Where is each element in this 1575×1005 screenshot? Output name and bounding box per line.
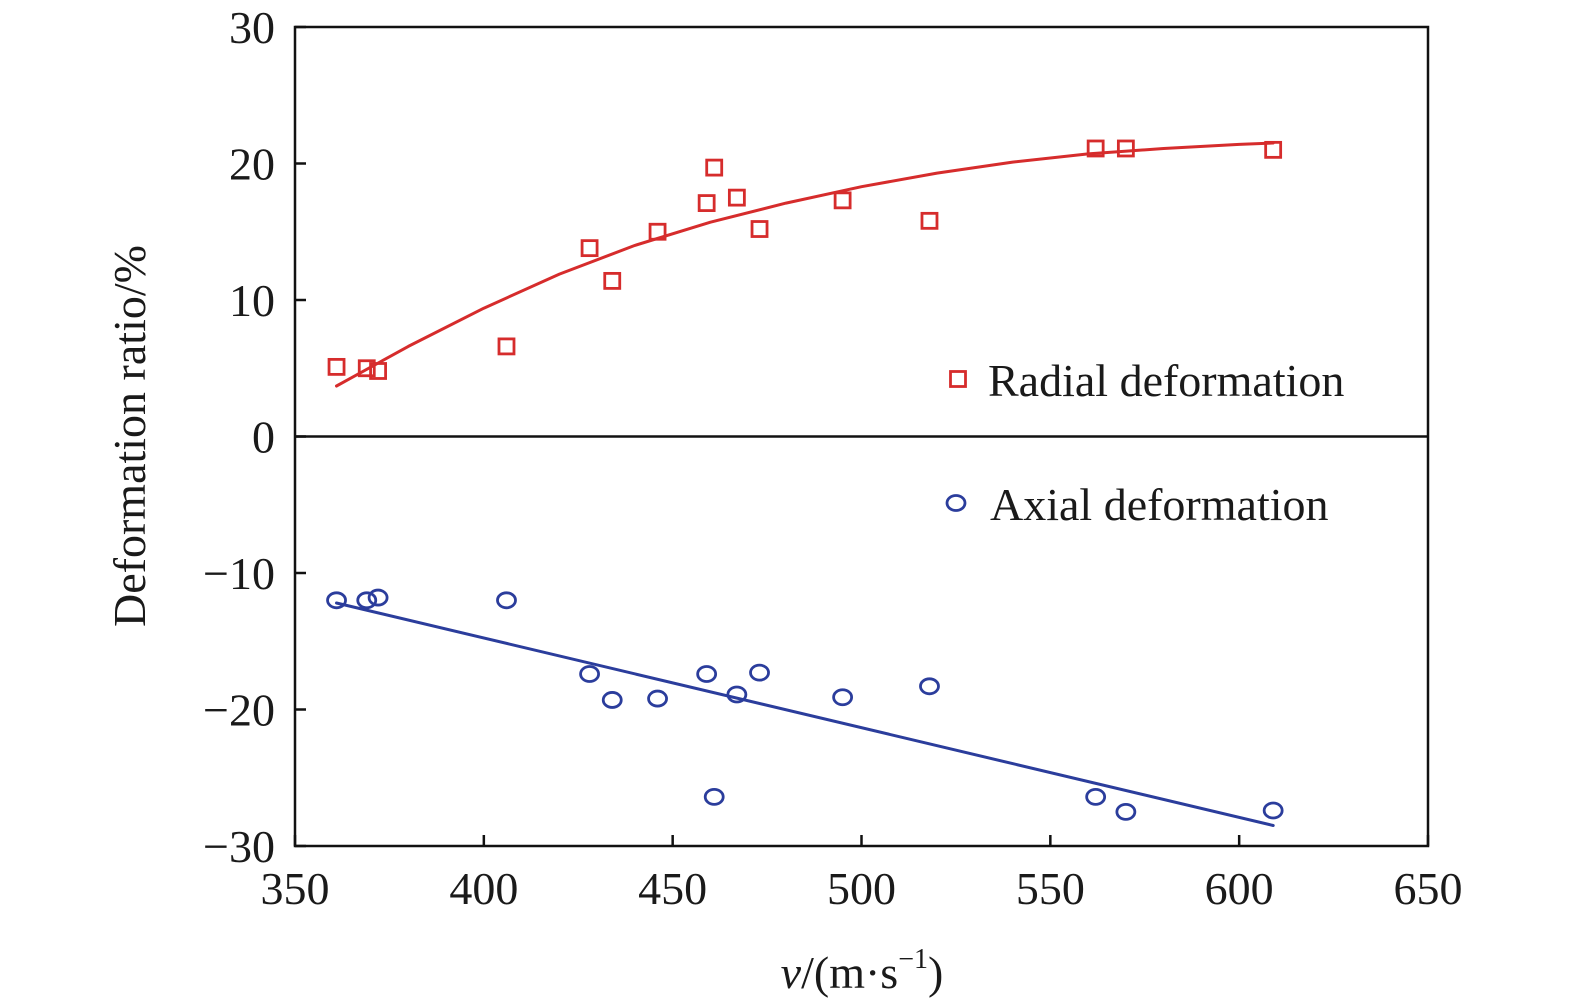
axial-point <box>726 685 748 704</box>
x-axis-title-unit: /(m·s <box>801 947 898 998</box>
x-tick-label: 550 <box>1016 863 1085 914</box>
x-tick-label: 500 <box>827 863 896 914</box>
radial-point <box>833 191 852 210</box>
axial-point <box>601 691 623 709</box>
axial-fit-line <box>335 601 1275 827</box>
y-axis-title: Deformation ratio/% <box>104 245 155 627</box>
legend: Radial deformation Axial deformation <box>945 355 1344 530</box>
axial-point <box>647 689 668 708</box>
axial-point <box>367 588 389 607</box>
x-tick-label: 600 <box>1205 863 1274 914</box>
radial-point <box>327 357 346 376</box>
plot-frame <box>293 25 1430 848</box>
legend-axial-marker <box>945 494 967 512</box>
axial-point <box>1115 802 1137 821</box>
axial-point <box>326 591 347 610</box>
radial-point <box>727 188 746 207</box>
x-axis-title-close: ) <box>928 947 943 998</box>
axial-point <box>1262 801 1284 820</box>
axial-point <box>579 665 600 683</box>
y-tick-label: 10 <box>229 275 275 326</box>
axial-point <box>832 688 854 707</box>
radial-fit-line <box>335 141 1275 388</box>
axial-point <box>749 663 770 682</box>
radial-point <box>1264 140 1283 159</box>
radial-point <box>705 158 724 177</box>
x-tick-label: 400 <box>449 863 518 914</box>
x-axis-ticks: 350 400 450 500 550 600 650 <box>261 835 1463 914</box>
radial-point <box>750 220 769 238</box>
radial-point <box>580 239 599 258</box>
legend-radial-marker <box>949 370 967 388</box>
axial-point <box>703 787 725 806</box>
y-tick-label: 20 <box>229 139 275 190</box>
axial-point <box>696 665 718 683</box>
x-axis-title-var: v <box>781 947 802 998</box>
y-tick-label: −20 <box>203 685 275 736</box>
y-axis-ticks: 30 20 10 0 −10 −20 −30 <box>203 2 306 872</box>
radial-point <box>1086 139 1105 158</box>
radial-point <box>369 362 387 380</box>
radial-point <box>697 194 716 212</box>
radial-point <box>603 271 622 290</box>
radial-point <box>357 359 376 378</box>
radial-point <box>648 222 667 241</box>
data-points <box>326 139 1284 821</box>
y-tick-label: 30 <box>229 2 275 53</box>
fit-lines <box>335 141 1275 827</box>
radial-point <box>920 211 939 230</box>
axial-point <box>496 591 517 610</box>
x-tick-label: 350 <box>261 863 330 914</box>
axial-point <box>356 591 378 610</box>
legend-radial-label: Radial deformation <box>988 355 1344 406</box>
radial-point <box>497 337 516 356</box>
x-tick-label: 650 <box>1394 863 1463 914</box>
x-axis-title-sup: −1 <box>898 944 928 975</box>
legend-axial-label: Axial deformation <box>990 479 1329 530</box>
radial-point <box>1116 139 1135 158</box>
y-tick-label: −10 <box>203 548 275 599</box>
y-tick-label: −30 <box>203 821 275 872</box>
y-tick-label: 0 <box>252 412 275 463</box>
x-tick-label: 450 <box>638 863 707 914</box>
axial-point <box>919 677 940 696</box>
x-axis-title: v/(m·s−1) <box>781 944 944 998</box>
axial-point <box>1085 787 1107 806</box>
